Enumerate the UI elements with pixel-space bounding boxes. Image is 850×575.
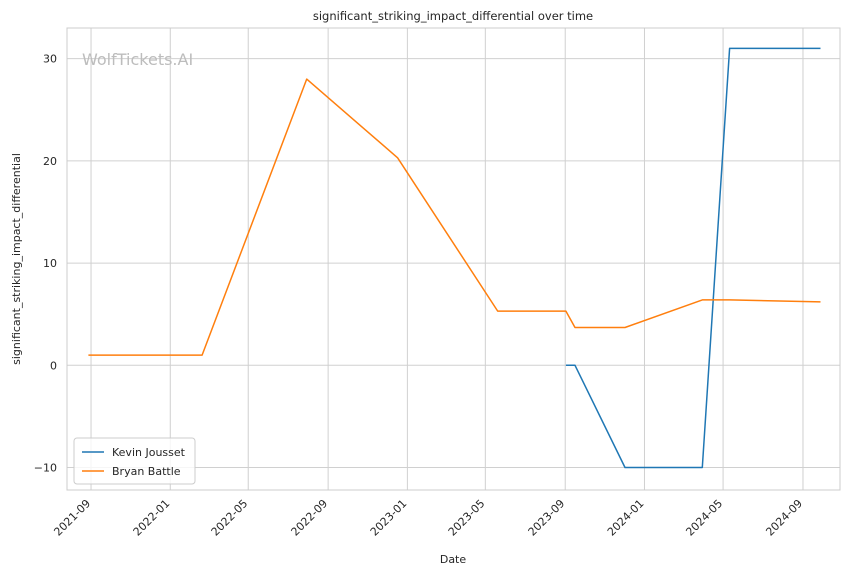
y-tick-label: 30 bbox=[43, 53, 57, 66]
legend-box bbox=[73, 437, 196, 485]
x-axis-label: Date bbox=[440, 553, 467, 566]
watermark: WolfTickets.AI bbox=[82, 50, 193, 69]
grid bbox=[67, 28, 840, 490]
y-tick-label: 0 bbox=[50, 359, 57, 372]
series-layer bbox=[88, 47, 821, 469]
legend-label-bryan-battle: Bryan Battle bbox=[112, 465, 181, 478]
y-tick-label: 20 bbox=[43, 155, 57, 168]
series-line-kevin-jousset bbox=[565, 47, 821, 469]
y-tick-label: 10 bbox=[43, 257, 57, 270]
legend-label-kevin-jousset: Kevin Jousset bbox=[112, 446, 186, 459]
y-tick-label: −10 bbox=[34, 462, 57, 475]
y-axis-label: significant_striking_impact_differential bbox=[10, 153, 23, 365]
chart-title: significant_striking_impact_differential… bbox=[313, 9, 593, 23]
plot-frame bbox=[66, 27, 841, 491]
series-line-bryan-battle bbox=[88, 78, 821, 356]
legend: Kevin Jousset Bryan Battle bbox=[73, 437, 196, 485]
y-tick-labels: −10 0 10 20 30 bbox=[34, 53, 57, 475]
